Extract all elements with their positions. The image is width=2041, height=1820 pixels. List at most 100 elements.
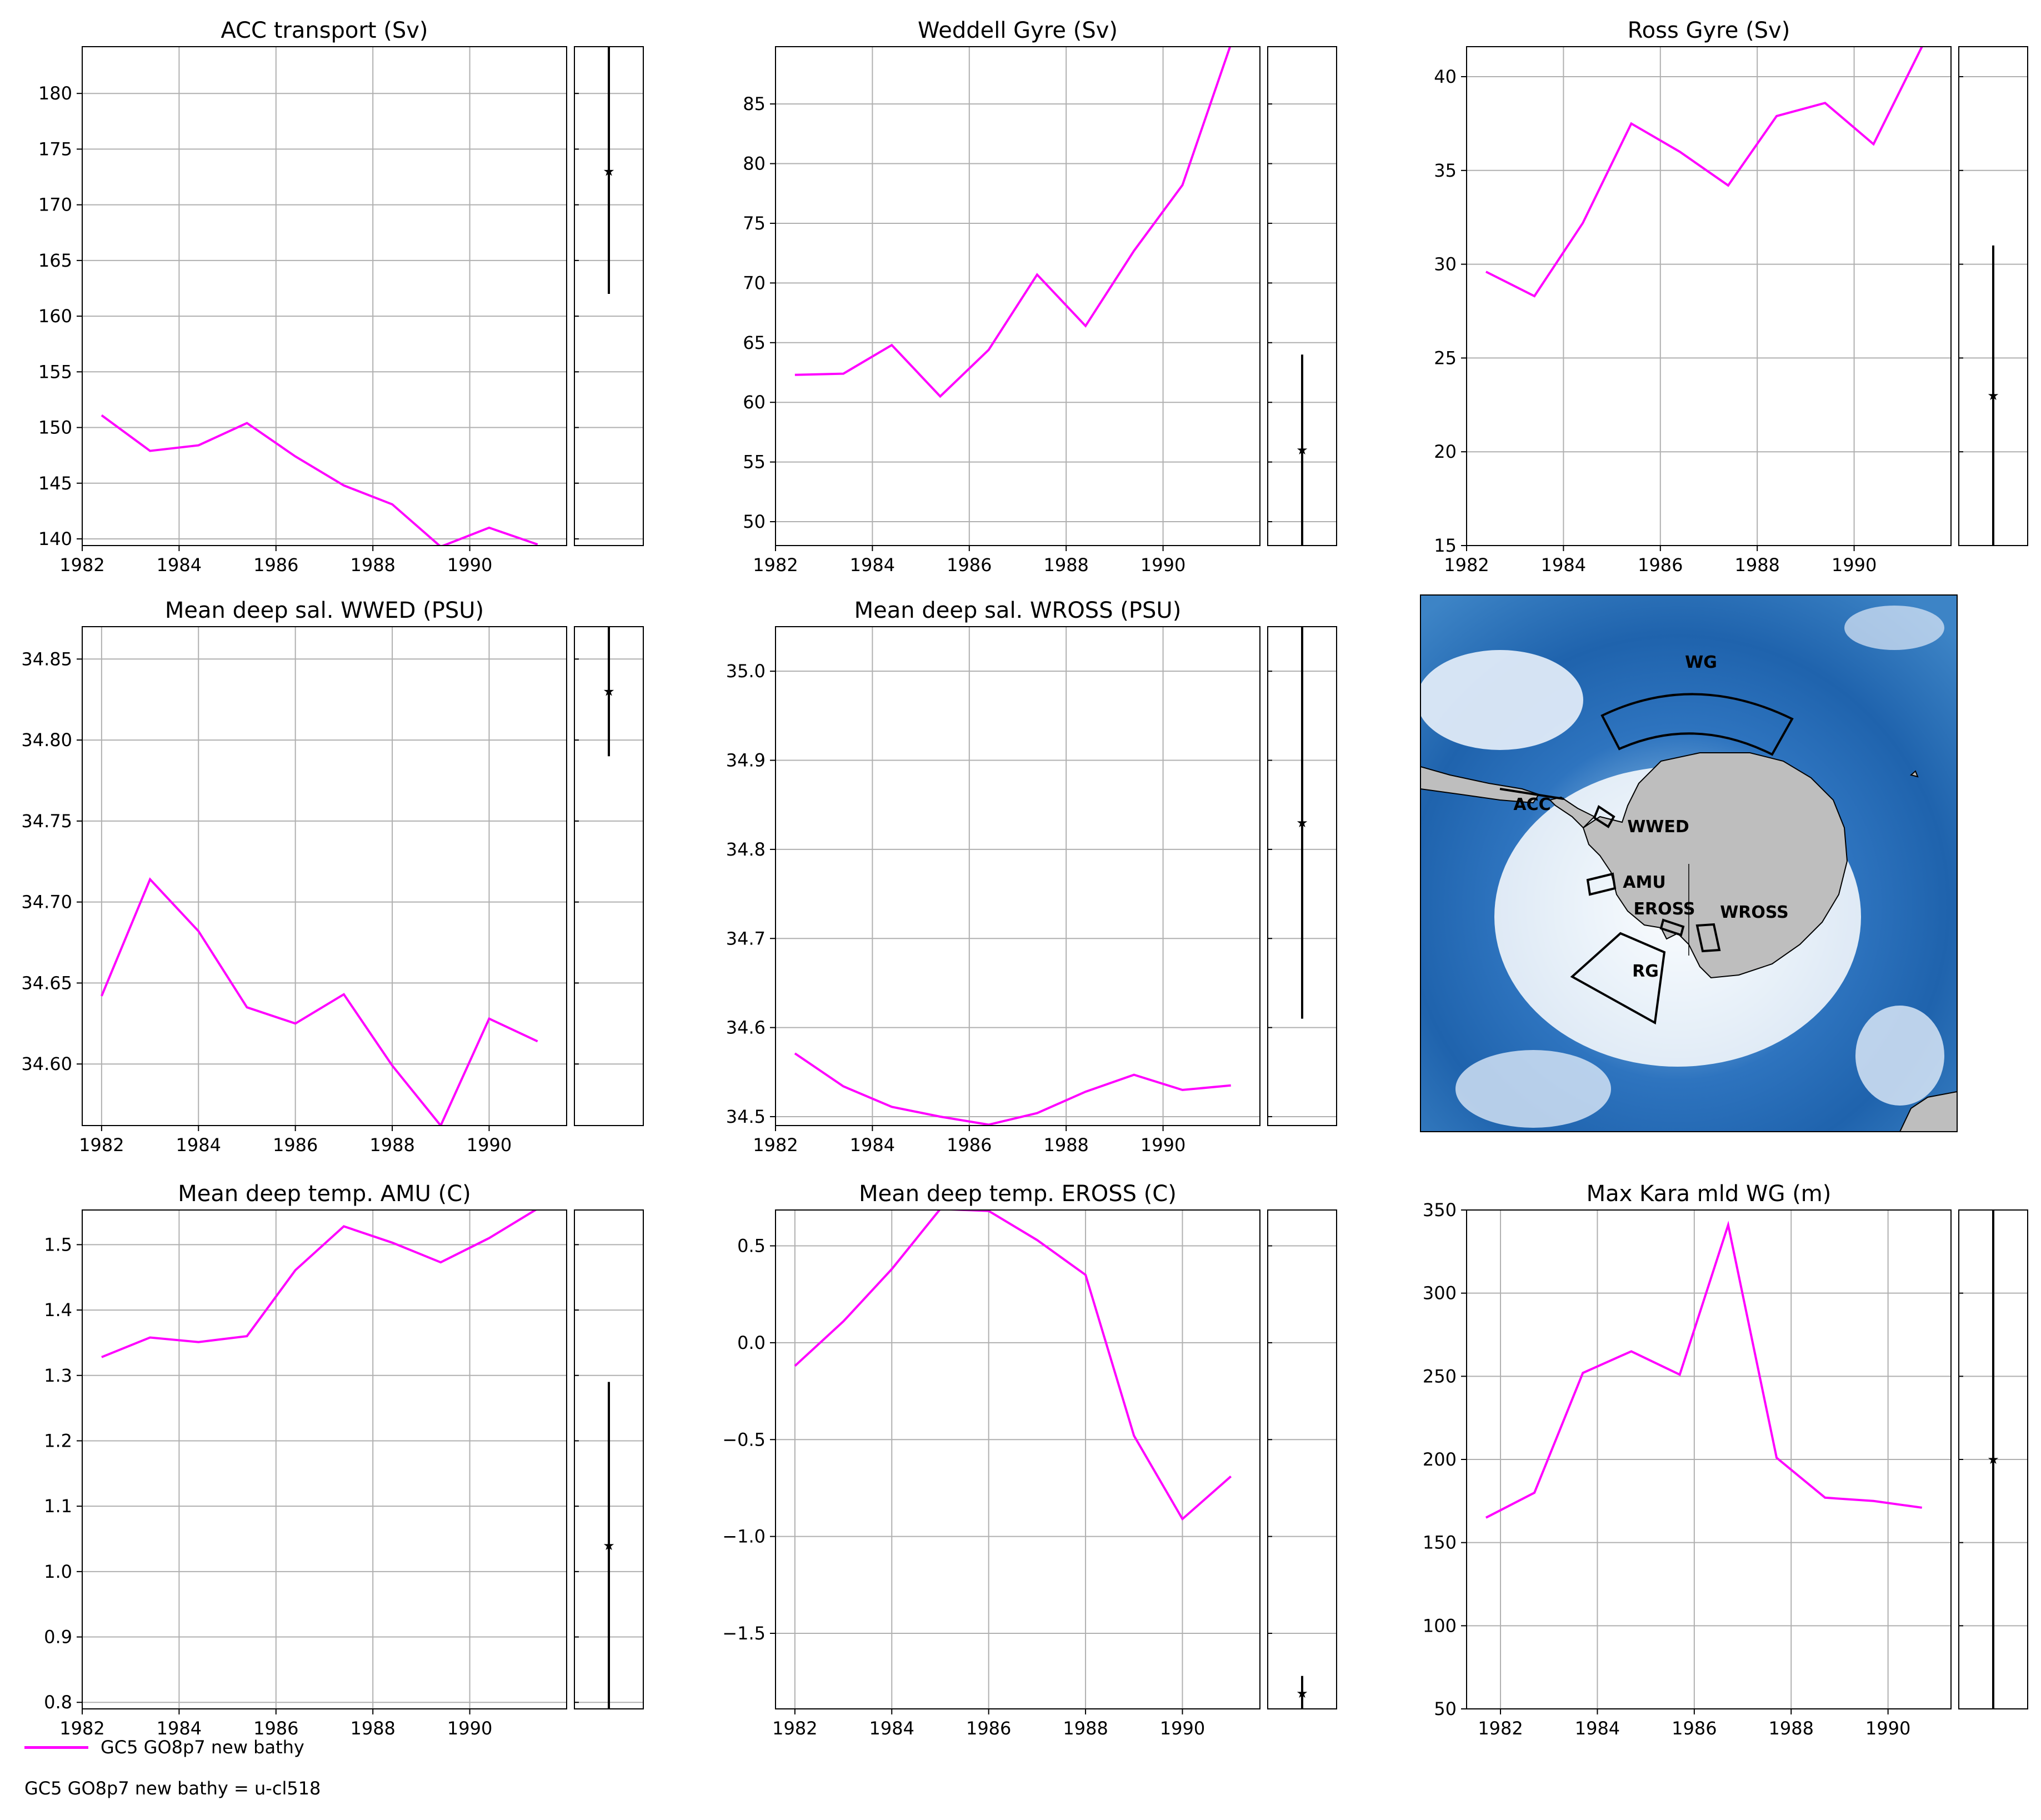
chart-panel-4: 1982 1984 1986 1988 1990 34.5 34.6 34.7 34.8 34.9… [726, 598, 1337, 1156]
y-tick-label: 350 [1423, 1199, 1457, 1221]
y-tick-label: 85 [743, 93, 766, 114]
map-label-eross: EROSS [1634, 899, 1695, 919]
y-tick-label: 70 [743, 272, 766, 293]
map-shelf-highlight [1417, 650, 1583, 750]
legend-label: GC5 GO8p7 new bathy [101, 1737, 304, 1758]
y-tick-label: 34.60 [21, 1053, 72, 1074]
y-tick-label: 75 [743, 213, 766, 234]
x-tick-label: 1982 [1478, 1718, 1523, 1739]
y-tick-label: 1.3 [44, 1365, 72, 1386]
axes-frame [776, 1210, 1260, 1709]
y-tick-label: 34.9 [726, 750, 766, 771]
x-tick-label: 1988 [1734, 554, 1779, 576]
y-tick-label: 34.65 [21, 972, 72, 993]
y-tick-label: 0.5 [737, 1236, 766, 1257]
axes-frame [776, 47, 1260, 546]
chart-panel-1: 1982 1984 1986 1988 19905055606570758085Wedd… [743, 18, 1337, 576]
y-tick-label: −0.5 [722, 1429, 766, 1450]
chart-panel-6: 1982 1984 1986 1988 1990 −1.5 −1.0 −0.5 0.0 0.5 Me… [722, 1181, 1337, 1739]
x-tick-label: 1990 [447, 554, 492, 576]
x-tick-label: 1990 [447, 1718, 492, 1739]
map-shelf-highlight [1855, 1006, 1944, 1106]
axes-frame [82, 1210, 567, 1709]
x-tick-label: 1990 [1865, 1718, 1910, 1739]
y-tick-label: 34.85 [21, 648, 72, 669]
x-tick-label: 1986 [947, 554, 992, 576]
y-tick-label: 1.5 [44, 1234, 72, 1255]
y-tick-label: 34.5 [726, 1106, 766, 1127]
map-label-rg: RG [1632, 962, 1659, 981]
y-tick-label: 50 [743, 511, 766, 532]
x-tick-label: 1988 [350, 554, 395, 576]
x-tick-label: 1988 [350, 1718, 395, 1739]
y-tick-label: 200 [1423, 1449, 1457, 1470]
y-tick-label: 34.6 [726, 1017, 766, 1038]
chart-panel-7: 1982 1984 1986 1988 1990 50 100 150 200 250 300 350… [1423, 1181, 2028, 1739]
map-label-wwed: WWED [1627, 817, 1689, 837]
obs-marker: ★ [603, 164, 615, 179]
x-tick-label: 1984 [850, 554, 895, 576]
chart-title: ACC transport (Sv) [221, 18, 428, 43]
y-tick-label: 0.9 [44, 1627, 72, 1648]
x-tick-label: 1982 [772, 1718, 817, 1739]
y-tick-label: 160 [38, 306, 72, 327]
obs-marker: ★ [1296, 1686, 1308, 1701]
axes-frame [82, 627, 567, 1126]
y-tick-label: 180 [38, 83, 72, 104]
x-tick-label: 1988 [1063, 1718, 1108, 1739]
chart-title: Mean deep temp. AMU (C) [178, 1181, 471, 1207]
y-tick-label: 34.75 [21, 811, 72, 832]
y-tick-label: 150 [1423, 1532, 1457, 1553]
y-tick-label: 250 [1423, 1366, 1457, 1387]
y-tick-label: 175 [38, 138, 72, 159]
chart-panel-2: 1982 1984 1986 1988 1990152025303540Ross Gyr… [1434, 18, 2028, 576]
y-tick-label: 140 [38, 528, 72, 549]
chart-title: Mean deep sal. WROSS (PSU) [854, 598, 1182, 623]
x-tick-label: 1982 [753, 1134, 798, 1156]
series-line [102, 1209, 538, 1357]
y-tick-label: 55 [743, 452, 766, 473]
legend-line-swatch [24, 1746, 88, 1749]
y-tick-label: 155 [38, 361, 72, 382]
obs-marker: ★ [1296, 815, 1308, 831]
legend: GC5 GO8p7 new bathy [24, 1737, 304, 1758]
x-tick-label: 1982 [753, 554, 798, 576]
y-tick-label: 0.0 [737, 1332, 766, 1353]
y-tick-label: 15 [1434, 535, 1457, 556]
x-tick-label: 1986 [947, 1134, 992, 1156]
series-line [795, 44, 1231, 397]
axes-frame [776, 627, 1260, 1126]
x-tick-label: 1986 [1672, 1718, 1717, 1739]
map-label-wg: WG [1685, 653, 1717, 672]
footnote: GC5 GO8p7 new bathy = u-cl518 [24, 1778, 321, 1799]
x-tick-label: 1986 [253, 554, 298, 576]
x-tick-label: 1984 [1541, 554, 1586, 576]
x-tick-label: 1984 [157, 1718, 202, 1739]
y-tick-label: 1.4 [44, 1299, 72, 1321]
chart-title: Mean deep sal. WWED (PSU) [165, 598, 484, 623]
y-tick-label: 65 [743, 332, 766, 353]
map-label-acc: ACC [1513, 795, 1550, 814]
x-tick-label: 1990 [1140, 1134, 1185, 1156]
x-tick-label: 1982 [59, 554, 104, 576]
y-tick-label: 34.7 [726, 928, 766, 949]
obs-marker: ★ [1296, 442, 1308, 458]
y-tick-label: 100 [1423, 1615, 1457, 1636]
map-shelf-highlight [1455, 1050, 1611, 1128]
region-map: WG ACC WWED AMU EROSS WROSS RG [1417, 595, 1957, 1132]
x-tick-label: 1988 [1769, 1718, 1814, 1739]
x-tick-label: 1986 [273, 1134, 318, 1156]
x-tick-label: 1986 [253, 1718, 298, 1739]
y-tick-label: 34.8 [726, 839, 766, 860]
chart-title: Ross Gyre (Sv) [1628, 18, 1790, 43]
obs-marker: ★ [1987, 388, 1999, 403]
x-tick-label: 1990 [1140, 554, 1185, 576]
y-tick-label: 20 [1434, 441, 1457, 462]
y-tick-label: 0.8 [44, 1692, 72, 1713]
x-tick-label: 1984 [157, 554, 202, 576]
y-tick-label: 25 [1434, 347, 1457, 368]
y-tick-label: 34.80 [21, 729, 72, 751]
side-axes-frame [1268, 1210, 1337, 1709]
x-tick-label: 1990 [1160, 1718, 1205, 1739]
x-tick-label: 1986 [1638, 554, 1683, 576]
